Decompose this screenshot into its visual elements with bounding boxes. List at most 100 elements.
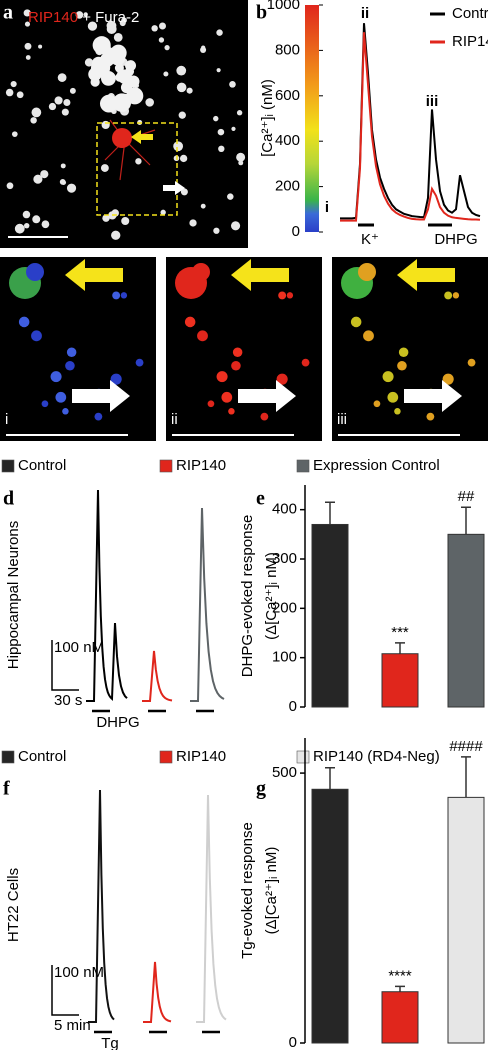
cell: [216, 29, 223, 36]
cell: [442, 373, 454, 385]
bar: [447, 796, 485, 1044]
cell-cluster: [90, 77, 100, 87]
cell: [200, 46, 207, 53]
legend-swatch: [1, 750, 15, 764]
scale-label: 100 nM: [54, 639, 104, 656]
y-tick-label: 800: [275, 41, 300, 58]
cell: [41, 400, 49, 408]
legend-label: Control: [18, 748, 66, 765]
cell: [184, 316, 196, 328]
cell: [444, 291, 453, 300]
cell: [11, 131, 18, 137]
error-bar: [325, 501, 335, 525]
cell-cluster: [126, 87, 144, 105]
cell: [179, 154, 188, 163]
cell: [22, 210, 31, 219]
cell: [301, 358, 310, 367]
cell: [398, 347, 409, 357]
y-tick-label: 600: [275, 87, 300, 104]
cell: [18, 316, 30, 328]
cell: [286, 292, 294, 299]
error-bar: [461, 756, 471, 798]
y-tick-label: 400: [272, 501, 297, 518]
cell: [159, 22, 166, 30]
cell-cluster: [125, 60, 137, 72]
cell: [350, 316, 362, 328]
arrow: [404, 380, 462, 412]
cell-large: [358, 263, 376, 281]
cell-cluster: [92, 36, 111, 55]
legend-swatch: [159, 459, 173, 473]
cell: [426, 412, 435, 421]
cell: [207, 400, 215, 408]
cell: [227, 193, 234, 200]
cell: [62, 408, 69, 415]
cell: [69, 87, 76, 94]
cell: [145, 98, 154, 107]
peak-label: i: [325, 199, 329, 216]
cell: [200, 203, 206, 209]
image-a: [0, 0, 248, 248]
trace: [88, 789, 115, 1023]
cell: [164, 45, 170, 51]
cell: [5, 88, 14, 97]
color-bar: [305, 5, 319, 232]
scale-label: 30 s: [54, 692, 82, 709]
cell: [276, 373, 288, 385]
cell: [278, 291, 287, 300]
cell: [59, 178, 66, 185]
cell: [394, 408, 401, 415]
arrow: [238, 380, 296, 412]
cell: [66, 347, 77, 357]
cell-cluster: [91, 56, 106, 70]
cell: [397, 360, 407, 371]
trace: [143, 961, 172, 1023]
legend-label: Control: [18, 457, 66, 474]
cell: [101, 120, 110, 130]
stimulus-label: DHPG: [434, 231, 477, 248]
cell: [236, 110, 243, 116]
error-bar: [395, 985, 405, 992]
cell: [180, 188, 188, 196]
cell-cluster: [116, 69, 126, 80]
y-tick-label: 1000: [267, 0, 300, 13]
cell: [260, 412, 269, 421]
arrow: [131, 130, 153, 144]
cell-large: [192, 263, 210, 281]
arrow: [163, 181, 185, 195]
cell: [216, 68, 221, 73]
cell: [24, 21, 31, 27]
cell: [65, 360, 75, 371]
error-bar: [395, 642, 405, 654]
cell: [228, 408, 235, 415]
cell: [197, 330, 208, 342]
cell: [41, 220, 50, 229]
cell: [94, 412, 103, 421]
cell: [160, 209, 166, 216]
cell: [189, 219, 197, 227]
panel-label: a: [3, 2, 13, 24]
bar: [381, 991, 419, 1044]
cell: [135, 358, 144, 367]
y-tick-label: 200: [275, 178, 300, 195]
cell: [63, 98, 71, 107]
panel-label: f: [3, 778, 10, 800]
y-axis-label: [Ca²⁺]ᵢ (nM): [259, 79, 276, 157]
error-bar: [461, 506, 471, 535]
cell: [31, 330, 42, 342]
significance: ####: [449, 738, 483, 755]
legend-swatch: [159, 750, 173, 764]
y-tick-label: 300: [272, 550, 297, 567]
cell: [363, 330, 374, 342]
cell: [229, 81, 236, 88]
cell-cluster: [110, 50, 126, 66]
title-rest: + Fura-2: [78, 9, 139, 26]
panel-label: d: [3, 488, 14, 510]
panel-label: e: [256, 488, 265, 510]
sub-label: i: [5, 411, 8, 428]
legend-label: Control: [452, 5, 488, 22]
cell: [102, 214, 110, 222]
cell: [14, 223, 25, 234]
panel-label: g: [256, 778, 266, 800]
cell: [40, 170, 49, 179]
